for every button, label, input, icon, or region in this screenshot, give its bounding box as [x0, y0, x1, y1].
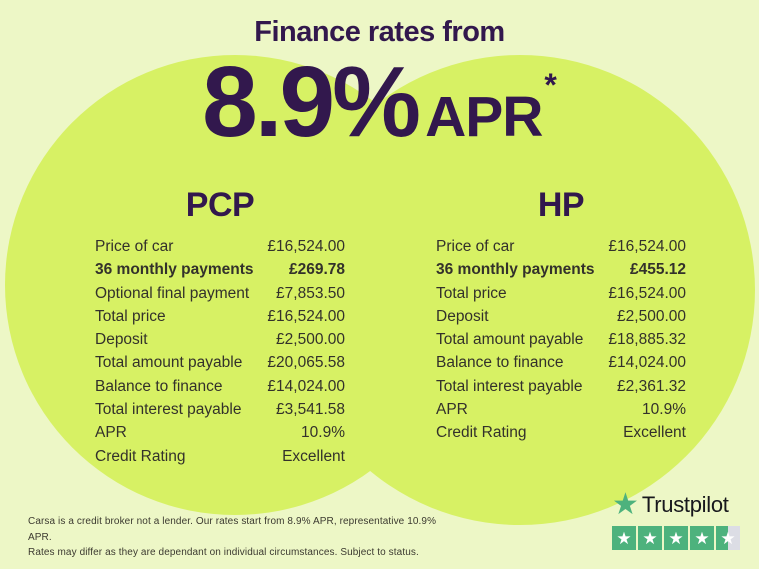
row-value: £16,524.00 [267, 238, 345, 255]
row-label: Price of car [95, 238, 174, 255]
table-row: 36 monthly payments £269.78 [95, 258, 345, 281]
pcp-heading: PCP [185, 186, 255, 224]
rate-unit: APR [425, 85, 543, 149]
table-row: Total interest payable £2,361.32 [436, 375, 686, 398]
row-value: £14,024.00 [608, 354, 686, 372]
row-value: £16,524.00 [608, 238, 686, 255]
trustpilot-badge[interactable]: ★ Trustpilot ★ ★ ★ ★ ★ [612, 490, 742, 550]
table-row: Deposit £2,500.00 [436, 305, 686, 328]
table-row: Price of car £16,524.00 [436, 235, 686, 258]
table-row: Total price £16,524.00 [95, 305, 345, 328]
pcp-finance-table: PCP Price of car £16,524.00 36 monthly p… [95, 188, 345, 468]
row-value: £14,024.00 [267, 377, 345, 395]
disclaimer-line-1: Carsa is a credit broker not a lender. O… [28, 516, 437, 543]
row-value: £18,885.32 [608, 331, 686, 349]
disclaimer-line-2: Rates may differ as they are dependant o… [28, 547, 419, 558]
row-label: Credit Rating [436, 424, 527, 442]
table-row: Deposit £2,500.00 [95, 328, 345, 351]
table-row: Credit Rating Excellent [436, 421, 686, 444]
table-row: APR 10.9% [436, 398, 686, 421]
row-value: 10.9% [301, 424, 345, 442]
row-label: Total price [95, 307, 166, 325]
star-icon: ★ [690, 526, 714, 550]
row-value: Excellent [623, 424, 686, 442]
row-label: Credit Rating [95, 447, 186, 465]
legal-disclaimer: Carsa is a credit broker not a lender. O… [28, 514, 458, 561]
row-value: £269.78 [288, 261, 345, 279]
row-label: Balance to finance [436, 354, 564, 372]
row-label: Total interest payable [95, 401, 242, 419]
row-label: Balance to finance [95, 377, 223, 395]
row-label: Total amount payable [436, 331, 584, 349]
row-label: Total price [436, 284, 507, 302]
trustpilot-star-icon: ★ [612, 488, 639, 521]
row-label: Total interest payable [436, 377, 583, 395]
table-row: Total price £16,524.00 [436, 282, 686, 305]
row-value: £16,524.00 [608, 284, 686, 302]
row-value: £20,065.58 [267, 354, 345, 372]
row-label: 36 monthly payments [95, 261, 254, 279]
row-value: £2,500.00 [617, 307, 686, 325]
table-row: 36 monthly payments £455.12 [436, 258, 686, 281]
row-label: Price of car [436, 238, 515, 255]
rate-footnote-asterisk: * [544, 67, 557, 103]
star-icon: ★ [638, 526, 662, 550]
hp-finance-table: HP Price of car £16,524.00 36 monthly pa… [436, 188, 686, 445]
trustpilot-rating-stars: ★ ★ ★ ★ ★ [612, 526, 742, 550]
row-value: £2,500.00 [276, 331, 345, 349]
row-value: £7,853.50 [276, 284, 345, 302]
row-label: Total amount payable [95, 354, 243, 372]
rate-value: 8.9% [202, 46, 421, 158]
trustpilot-logo: ★ Trustpilot [612, 490, 742, 520]
star-icon: ★ [612, 526, 636, 550]
promo-title: Finance rates from [254, 16, 505, 48]
half-star-icon: ★ [716, 526, 740, 550]
table-row: Price of car £16,524.00 [95, 235, 345, 258]
row-label: Deposit [436, 307, 489, 325]
table-row: APR 10.9% [95, 421, 345, 444]
row-value: £455.12 [629, 261, 686, 279]
table-row: Total amount payable £18,885.32 [436, 328, 686, 351]
row-value: £3,541.58 [276, 401, 345, 419]
headline-rate: 8.9% APR * [0, 50, 759, 155]
table-row: Balance to finance £14,024.00 [436, 351, 686, 374]
table-row: Credit Rating Excellent [95, 445, 345, 468]
row-value: Excellent [282, 447, 345, 465]
row-label: APR [95, 424, 127, 442]
hp-heading: HP [537, 186, 585, 224]
row-value: £2,361.32 [617, 377, 686, 395]
table-row: Optional final payment £7,853.50 [95, 282, 345, 305]
table-row: Total interest payable £3,541.58 [95, 398, 345, 421]
trustpilot-wordmark: Trustpilot [641, 492, 729, 517]
row-value: £16,524.00 [267, 307, 345, 325]
row-label: APR [436, 401, 468, 419]
row-label: 36 monthly payments [436, 261, 595, 279]
row-value: 10.9% [642, 401, 686, 419]
table-row: Balance to finance £14,024.00 [95, 375, 345, 398]
row-label: Deposit [95, 331, 148, 349]
row-label: Optional final payment [95, 284, 250, 302]
star-icon: ★ [664, 526, 688, 550]
background-circle-right [285, 55, 755, 525]
table-row: Total amount payable £20,065.58 [95, 351, 345, 374]
